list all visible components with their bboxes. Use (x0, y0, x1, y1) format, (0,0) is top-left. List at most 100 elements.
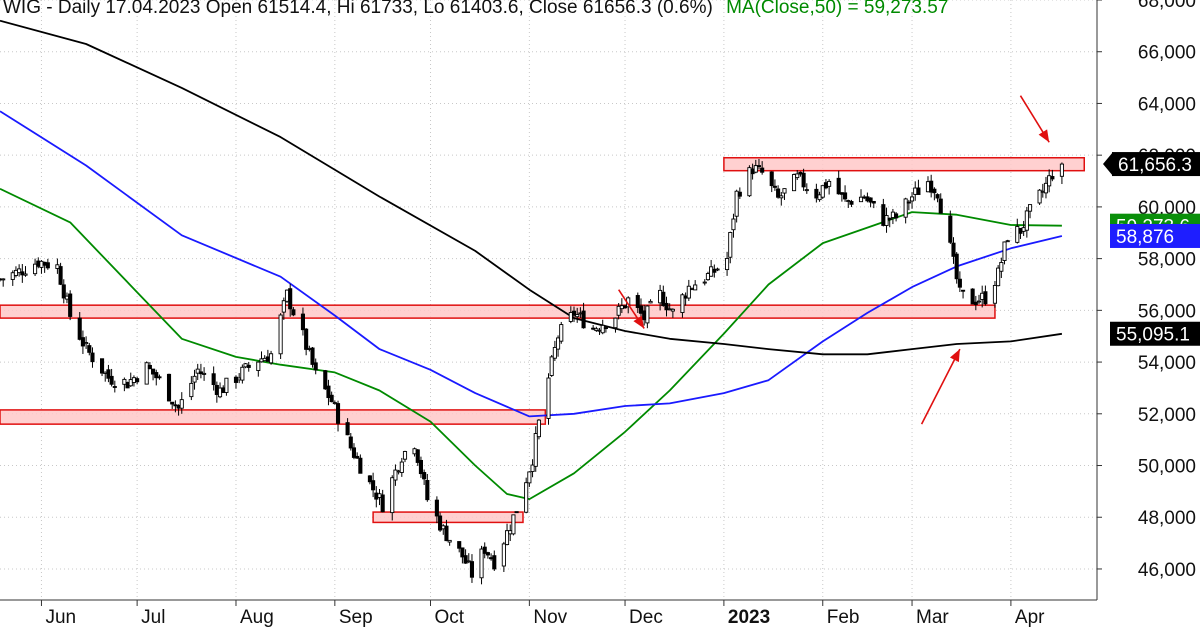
candle (61, 279, 66, 304)
candle-body (422, 472, 427, 480)
candle (638, 298, 644, 320)
candle-body (240, 366, 245, 381)
x-tick-label: Mar (916, 607, 949, 628)
candle-body (728, 232, 733, 258)
arrow-head (1038, 129, 1050, 143)
candle-body (527, 471, 532, 484)
candle-body (600, 324, 605, 334)
candle (90, 347, 95, 368)
candle-body (935, 194, 940, 199)
candle-body (1037, 189, 1042, 204)
candle-body (217, 387, 223, 398)
candle-body (176, 404, 181, 409)
candle (447, 539, 452, 546)
candle (278, 313, 283, 359)
candle-body (393, 469, 398, 481)
candle-body (501, 543, 506, 567)
y-tick-label: 56,000 (1138, 301, 1196, 322)
y-tick-label: 60,000 (1138, 198, 1196, 219)
candle (87, 342, 92, 356)
candle (112, 380, 117, 393)
candle (77, 312, 82, 341)
candle-body (715, 268, 720, 271)
candle (670, 308, 675, 318)
zone-resistance-62000 (723, 157, 1085, 172)
candle (616, 303, 621, 320)
candle-body (288, 288, 293, 310)
candle (728, 231, 733, 264)
candle (438, 512, 443, 532)
candle-body (1005, 240, 1010, 243)
candle-body (380, 494, 385, 513)
candle-body (214, 384, 219, 395)
candle-body (747, 167, 752, 197)
candle-body (725, 258, 730, 271)
candle (760, 161, 765, 175)
candle-body (246, 364, 251, 368)
candle (256, 361, 261, 377)
candle-layer (0, 158, 1064, 585)
candle-body (597, 329, 602, 332)
candle-body (425, 480, 430, 501)
candle (935, 193, 940, 203)
candle (351, 443, 357, 460)
candle-body (99, 358, 105, 374)
candle-body (36, 260, 41, 267)
candle-body (571, 310, 577, 316)
candle (712, 264, 717, 278)
candle (527, 471, 532, 487)
ma-line-ma-close-200- (0, 19, 1063, 356)
candle-body (323, 370, 328, 390)
candle (661, 285, 666, 307)
candle-body (843, 192, 848, 200)
candle (269, 350, 274, 365)
candle-body (894, 213, 899, 219)
y-tick-label: 68,000 (1138, 0, 1196, 12)
candle-body (983, 291, 988, 305)
candle-body (846, 200, 851, 202)
candle (881, 198, 886, 227)
candle (189, 376, 194, 401)
candle (179, 392, 184, 414)
candle (479, 545, 484, 585)
grid-layer (0, 0, 1097, 600)
candle-body (817, 194, 822, 201)
candle (99, 358, 105, 377)
candle-body (211, 373, 216, 386)
candle-body (536, 419, 541, 438)
candle (1047, 169, 1052, 193)
candle-body (415, 449, 420, 463)
candle-body (769, 171, 774, 187)
candle (756, 158, 762, 170)
candle-body (412, 448, 417, 455)
candle-body (1047, 175, 1052, 187)
candle-body (469, 561, 475, 578)
candle-body (970, 288, 975, 305)
candle (906, 199, 911, 211)
candle-body (154, 372, 159, 379)
candle-body (814, 188, 819, 199)
x-tick-label: Jul (141, 607, 165, 628)
candle (504, 523, 510, 546)
candle (144, 361, 149, 385)
candle-body (10, 272, 15, 280)
candle (970, 288, 975, 305)
candle-body (358, 457, 363, 474)
candle (246, 361, 251, 372)
candle (664, 296, 669, 317)
candle (846, 199, 851, 208)
candle-body (202, 372, 207, 375)
candle (399, 457, 404, 477)
candle (976, 294, 982, 305)
candle (304, 328, 309, 356)
candle-body (524, 482, 529, 513)
candle-body (594, 328, 599, 331)
candle-body (504, 530, 510, 546)
candle (932, 187, 937, 201)
ma-line-ma-close-100- (0, 110, 1063, 418)
candle-body (884, 215, 889, 226)
candle-body (90, 352, 95, 363)
candle (460, 547, 465, 564)
candle (514, 511, 519, 514)
